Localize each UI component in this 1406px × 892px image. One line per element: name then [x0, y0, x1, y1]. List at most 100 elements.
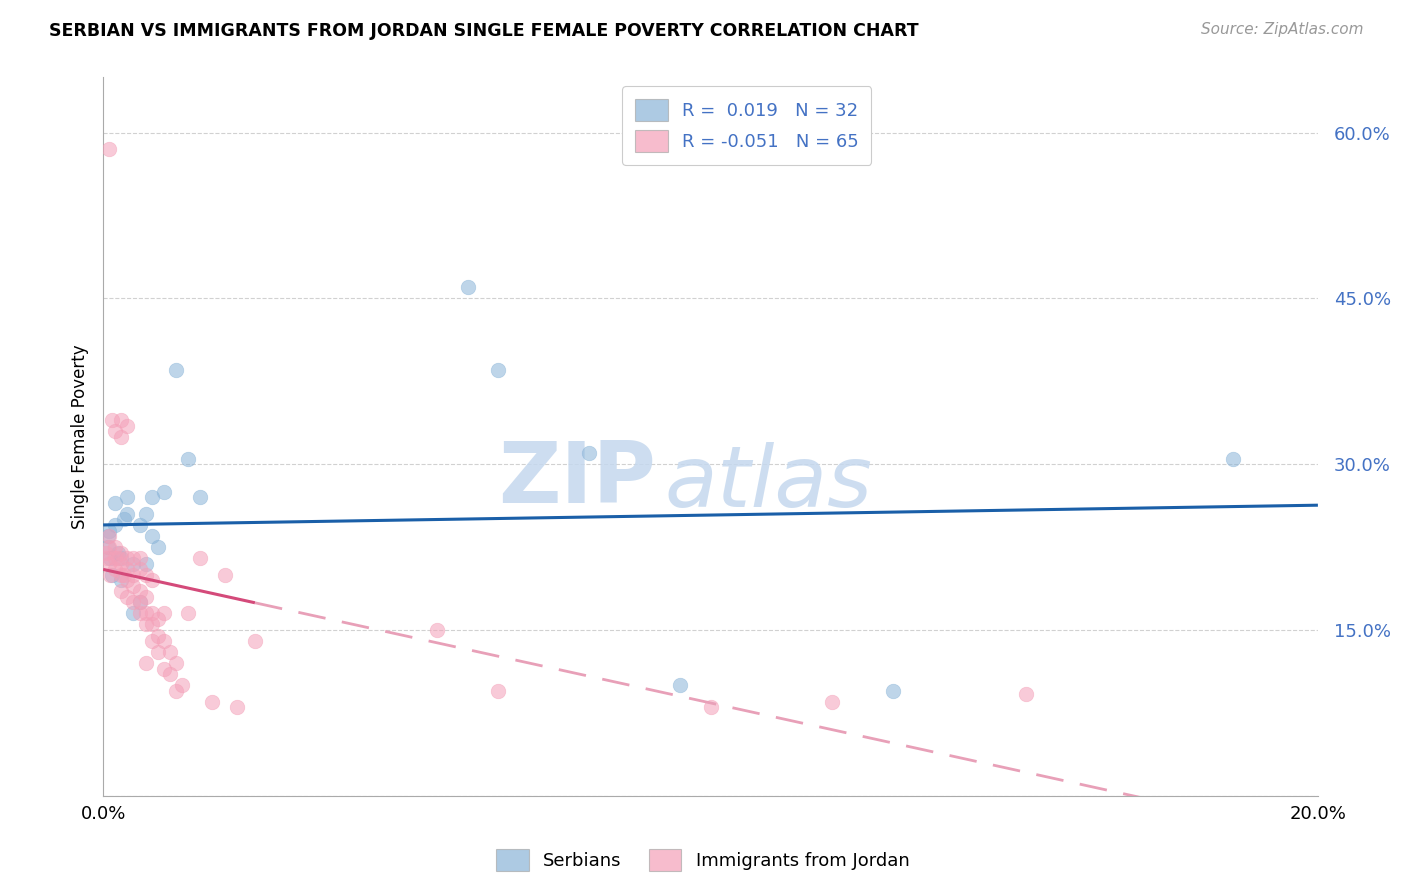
Point: [135, 557, 157, 571]
Point: [135, 507, 157, 521]
Point: [146, 628, 169, 642]
Point: [104, 424, 127, 438]
Point: [100, 567, 122, 582]
Point: [107, 546, 129, 560]
Point: [1015, 687, 1038, 701]
Point: [457, 280, 479, 294]
Point: [165, 656, 187, 670]
Point: [122, 551, 145, 566]
Point: [98, 557, 121, 571]
Point: [110, 413, 132, 427]
Point: [153, 634, 176, 648]
Point: [141, 491, 163, 505]
Point: [96, 551, 118, 566]
Point: [177, 451, 200, 466]
Point: [128, 595, 150, 609]
Point: [98, 529, 121, 543]
Point: [699, 700, 721, 714]
Point: [135, 617, 157, 632]
Point: [188, 551, 211, 566]
Point: [153, 662, 176, 676]
Point: [201, 695, 224, 709]
Point: [100, 551, 122, 566]
Point: [135, 656, 157, 670]
Point: [110, 574, 132, 588]
Point: [426, 623, 449, 637]
Point: [98, 524, 121, 538]
Point: [214, 567, 236, 582]
Point: [153, 607, 176, 621]
Point: [146, 645, 169, 659]
Point: [172, 678, 194, 692]
Point: [141, 607, 163, 621]
Point: [135, 567, 157, 582]
Legend: Serbians, Immigrants from Jordan: Serbians, Immigrants from Jordan: [489, 842, 917, 879]
Point: [486, 363, 509, 377]
Point: [104, 496, 127, 510]
Point: [165, 363, 187, 377]
Point: [159, 645, 181, 659]
Point: [122, 557, 145, 571]
Point: [128, 551, 150, 566]
Point: [110, 557, 132, 571]
Point: [96, 546, 118, 560]
Point: [97, 540, 120, 554]
Point: [112, 512, 135, 526]
Point: [669, 678, 692, 692]
Point: [98, 540, 121, 554]
Text: atlas: atlas: [665, 442, 872, 524]
Point: [128, 518, 150, 533]
Point: [117, 590, 139, 604]
Point: [141, 529, 163, 543]
Point: [243, 634, 266, 648]
Point: [128, 607, 150, 621]
Point: [1222, 451, 1244, 466]
Point: [107, 551, 129, 566]
Point: [821, 695, 844, 709]
Point: [110, 567, 132, 582]
Point: [153, 484, 176, 499]
Point: [112, 567, 135, 582]
Text: Source: ZipAtlas.com: Source: ZipAtlas.com: [1201, 22, 1364, 37]
Point: [146, 612, 169, 626]
Point: [128, 562, 150, 576]
Point: [110, 429, 132, 443]
Legend: R =  0.019   N = 32, R = -0.051   N = 65: R = 0.019 N = 32, R = -0.051 N = 65: [623, 87, 872, 165]
Point: [141, 574, 163, 588]
Point: [122, 567, 145, 582]
Point: [128, 595, 150, 609]
Point: [117, 491, 139, 505]
Text: SERBIAN VS IMMIGRANTS FROM JORDAN SINGLE FEMALE POVERTY CORRELATION CHART: SERBIAN VS IMMIGRANTS FROM JORDAN SINGLE…: [49, 22, 920, 40]
Point: [110, 551, 132, 566]
Point: [146, 540, 169, 554]
Point: [104, 562, 127, 576]
Point: [104, 540, 127, 554]
Point: [98, 142, 121, 156]
Point: [97, 529, 120, 543]
Point: [159, 667, 181, 681]
Point: [110, 584, 132, 599]
Point: [225, 700, 247, 714]
Point: [141, 634, 163, 648]
Point: [122, 579, 145, 593]
Point: [165, 683, 187, 698]
Point: [128, 584, 150, 599]
Point: [104, 551, 127, 566]
Point: [117, 562, 139, 576]
Point: [122, 607, 145, 621]
Point: [104, 518, 127, 533]
Point: [110, 546, 132, 560]
Point: [117, 574, 139, 588]
Point: [141, 617, 163, 632]
Point: [117, 551, 139, 566]
Point: [135, 590, 157, 604]
Text: ZIP: ZIP: [498, 438, 655, 521]
Point: [177, 607, 200, 621]
Point: [578, 446, 600, 460]
Point: [101, 567, 124, 582]
Point: [122, 595, 145, 609]
Y-axis label: Single Female Poverty: Single Female Poverty: [72, 344, 89, 529]
Point: [117, 507, 139, 521]
Point: [188, 491, 211, 505]
Point: [101, 413, 124, 427]
